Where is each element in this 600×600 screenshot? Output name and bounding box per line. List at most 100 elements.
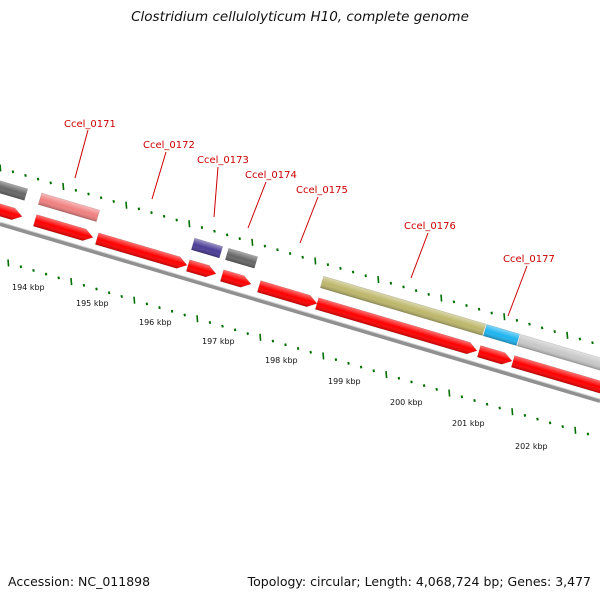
inner-tick	[561, 425, 564, 429]
feature-ccel-0174[interactable]	[224, 247, 259, 269]
inner-tick	[145, 302, 149, 306]
inner-tick	[7, 259, 10, 267]
outer-tick	[162, 214, 166, 218]
inner-tick	[347, 361, 350, 365]
inner-tick	[322, 352, 325, 360]
inner-tick	[523, 413, 527, 417]
kbp-label-194: 194 kbp	[12, 283, 45, 292]
kbp-label-202: 202 kbp	[515, 442, 548, 451]
outer-tick	[540, 326, 544, 330]
inner-tick	[107, 291, 111, 295]
gene-features	[0, 174, 600, 397]
outer-tick	[213, 229, 216, 233]
feature-cds-0173[interactable]	[185, 259, 217, 280]
inner-tick	[95, 287, 98, 291]
inner-tick	[158, 306, 161, 310]
inner-tick	[359, 365, 363, 369]
gene-label-ccel-0172: Ccel_0172	[143, 140, 195, 151]
outer-tick	[515, 318, 519, 322]
inner-tick	[385, 370, 388, 379]
outer-tick	[288, 252, 292, 255]
outer-tick	[188, 220, 191, 228]
inner-tick	[498, 406, 501, 410]
genome-backbone-highlight	[0, 221, 600, 400]
outer-tick	[402, 285, 405, 289]
kbp-label-199: 199 kbp	[328, 377, 361, 386]
inner-tick	[296, 347, 300, 350]
kbp-label-201: 201 kbp	[452, 419, 485, 428]
genome-summary-text: Topology: circular; Length: 4,068,724 bp…	[247, 574, 591, 589]
feature-ccel-0176[interactable]	[319, 275, 487, 336]
outer-tick	[225, 233, 229, 237]
inner-tick	[284, 343, 287, 347]
outer-tick	[36, 177, 40, 181]
feature-cds-0172[interactable]	[32, 214, 94, 244]
outer-tick	[528, 322, 531, 326]
kbp-label-200: 200 kbp	[390, 398, 423, 407]
inner-tick	[511, 408, 514, 416]
outer-tick	[578, 337, 582, 341]
inner-tick	[397, 376, 401, 380]
gene-label-ccel-0174: Ccel_0174	[245, 170, 297, 181]
outer-tick	[87, 192, 90, 196]
feature-red-right[interactable]	[510, 355, 600, 397]
outer-tick	[377, 275, 380, 284]
outer-tick	[200, 225, 204, 229]
inner-tick	[82, 283, 86, 287]
gene-label-ccel-0176: Ccel_0176	[404, 221, 456, 232]
label-pointer-line	[410, 232, 429, 279]
outer-tick	[364, 274, 367, 278]
feature-ccel-0173[interactable]	[190, 237, 224, 259]
accession-text: Accession: NC_011898	[8, 574, 151, 589]
gene-label-ccel-0173: Ccel_0173	[197, 155, 249, 166]
genome-backbone	[0, 222, 600, 403]
feature-cds-0175[interactable]	[256, 280, 318, 310]
label-pointer-line	[299, 196, 319, 244]
outer-tick	[452, 300, 456, 304]
outer-tick	[553, 330, 556, 334]
label-pointer-line	[247, 181, 267, 229]
feature-grey-left[interactable]	[0, 174, 29, 201]
outer-tick	[477, 307, 481, 311]
outer-tick	[150, 211, 153, 215]
label-pointer-line	[74, 129, 89, 179]
inner-tick	[19, 265, 23, 269]
outer-tick	[99, 196, 103, 200]
outer-tick	[440, 294, 443, 302]
inner-tick	[170, 309, 174, 313]
feature-cds-0172b[interactable]	[94, 232, 188, 271]
inner-tick	[246, 332, 249, 336]
inner-tick	[372, 369, 375, 373]
kbp-label-195: 195 kbp	[76, 299, 109, 308]
inner-tick	[271, 339, 275, 343]
outer-tick	[301, 255, 304, 259]
outer-tick	[112, 199, 115, 203]
outer-tick	[0, 164, 2, 172]
label-pointer-line	[151, 151, 167, 200]
feature-ccel-0171[interactable]	[37, 192, 101, 223]
inner-tick	[259, 333, 262, 341]
feature-cds-0174[interactable]	[219, 269, 252, 290]
feature-grey-right[interactable]	[516, 333, 600, 376]
outer-tick	[314, 257, 317, 265]
feature-ccel-0177[interactable]	[482, 323, 521, 346]
feature-cds-0176[interactable]	[314, 297, 478, 357]
inner-tick	[32, 268, 35, 272]
gene-label-ccel-0171: Ccel_0171	[64, 119, 116, 130]
inner-tick	[460, 395, 464, 399]
outer-tick	[125, 201, 128, 209]
gene-label-ccel-0177: Ccel_0177	[503, 254, 555, 265]
feature-red-left[interactable]	[0, 197, 24, 222]
inner-tick	[133, 296, 136, 304]
feature-cds-0177[interactable]	[476, 345, 513, 367]
outer-tick	[351, 270, 355, 274]
outer-tick	[326, 263, 330, 267]
inner-tick	[410, 380, 413, 384]
outer-tick	[591, 341, 594, 345]
label-pointer-line	[213, 166, 219, 218]
outer-tick	[414, 289, 418, 293]
gene-label-ccel-0175: Ccel_0175	[296, 185, 348, 196]
outer-tick	[137, 207, 141, 211]
outer-tick	[339, 266, 342, 270]
